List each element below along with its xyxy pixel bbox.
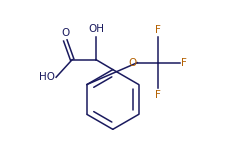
Text: F: F [155, 25, 161, 35]
Text: O: O [128, 58, 137, 68]
Text: F: F [155, 90, 161, 100]
Text: OH: OH [88, 24, 104, 34]
Text: F: F [182, 58, 187, 68]
Text: HO: HO [39, 72, 55, 82]
Text: O: O [61, 28, 70, 38]
